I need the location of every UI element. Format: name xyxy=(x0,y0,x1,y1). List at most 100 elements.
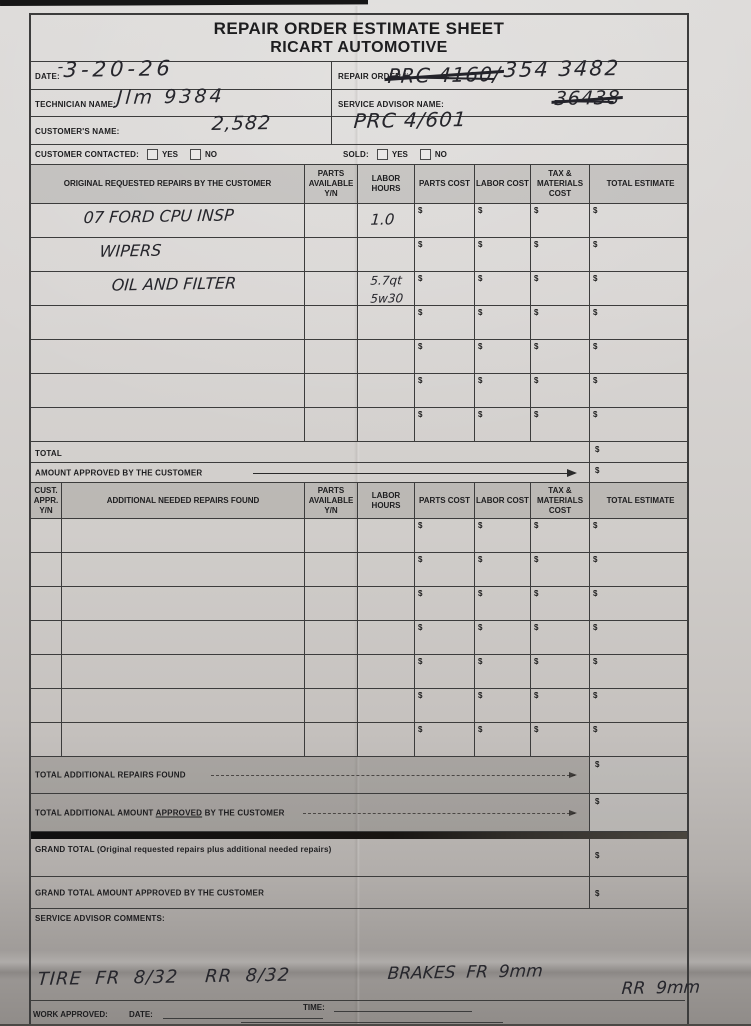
dollar-sign: $ xyxy=(478,555,483,564)
contacted-no-checkbox xyxy=(189,149,201,160)
additional-repairs-table-body: $ $ $ $ $ $ $ $ $ $ $ $ $ $ $ $ $ $ $ $ $ $ $ $ $ $ $ $ xyxy=(31,519,687,757)
labor-cost-cell: $ xyxy=(474,519,530,552)
grand-total-estimate-box: $ xyxy=(589,839,687,876)
form-title: REPAIR ORDER ESTIMATE SHEET xyxy=(213,19,505,38)
dollar-sign: $ xyxy=(593,521,598,530)
customer-name-label: CUSTOMER'S NAME: xyxy=(35,127,120,136)
handwritten-brake-readings: BRAKES FR 9mm xyxy=(386,961,544,984)
repair-order-field: REPAIR ORDER #: xyxy=(332,62,687,89)
handwritten-technician: Jlm 9384 xyxy=(115,85,226,109)
contacted-yes-group: YES NO xyxy=(146,149,225,160)
dollar-sign: $ xyxy=(418,274,423,283)
additional-approved-arrow xyxy=(303,809,577,816)
original-repair-row: WIPERS $ $ $ $ xyxy=(31,238,687,272)
labor-hours-cell xyxy=(357,553,414,586)
labor-cost-cell: $ xyxy=(474,340,530,373)
total-estimate-cell: $ xyxy=(589,306,691,339)
dollar-sign: $ xyxy=(418,725,423,734)
tax-materials-cell: $ xyxy=(530,655,589,688)
column-header: TAX & MATERIALS COST xyxy=(530,165,589,203)
date-label: DATE: xyxy=(35,72,60,81)
labor-hours-cell xyxy=(357,408,414,441)
tax-materials-cell: $ xyxy=(530,689,589,722)
repair-description-cell xyxy=(31,408,304,441)
original-repairs-table-header: ORIGINAL REQUESTED REPAIRS BY THE CUSTOM… xyxy=(31,165,687,204)
grand-total-row: GRAND TOTAL (Original requested repairs … xyxy=(31,839,687,877)
dollar-sign: $ xyxy=(593,589,598,598)
parts-available-cell xyxy=(304,655,357,688)
parts-available-cell xyxy=(304,204,357,237)
handwritten-repair-description: WIPERS xyxy=(99,240,163,261)
parts-available-cell xyxy=(304,723,357,756)
dollar-sign: $ xyxy=(593,240,598,249)
dollar-sign: $ xyxy=(534,342,539,351)
total-estimate-cell: $ xyxy=(589,621,691,654)
labor-cost-cell: $ xyxy=(474,408,530,441)
footer-time-label: TIME: xyxy=(303,1003,325,1012)
tech-and-advisor-row: TECHNICIAN NAME: SERVICE ADVISOR NAME: xyxy=(31,90,687,117)
labor-hours-cell xyxy=(357,621,414,654)
repair-description-cell xyxy=(61,621,304,654)
column-header: LABOR COST xyxy=(474,165,530,203)
parts-available-cell xyxy=(304,689,357,722)
tax-materials-cell: $ xyxy=(530,204,589,237)
column-header: CUST. APPR. Y/N xyxy=(33,485,59,515)
dollar-sign: $ xyxy=(593,206,598,215)
parts-cost-cell: $ xyxy=(414,723,474,756)
column-header: PARTS COST xyxy=(414,483,474,518)
dollar-sign: $ xyxy=(595,851,600,860)
dollar-sign: $ xyxy=(595,797,600,806)
column-header: PARTS AVAILABLE Y/N xyxy=(304,165,357,203)
repair-description-cell xyxy=(61,587,304,620)
dollar-sign: $ xyxy=(418,623,423,632)
labor-cost-cell: $ xyxy=(474,621,530,654)
parts-available-cell xyxy=(304,553,357,586)
labor-hours-cell xyxy=(357,238,414,271)
form-title-box: REPAIR ORDER ESTIMATE SHEET RICART AUTOM… xyxy=(31,15,687,62)
additional-repair-row: $ $ $ $ xyxy=(31,689,687,723)
labor-cost-cell: $ xyxy=(474,374,530,407)
contacted-no-label: NO xyxy=(204,150,217,159)
total-row: TOTAL $ xyxy=(31,442,687,463)
parts-cost-cell: $ xyxy=(414,621,474,654)
dollar-sign: $ xyxy=(534,410,539,419)
parts-available-cell xyxy=(304,587,357,620)
work-approved-label: WORK APPROVED: xyxy=(33,1010,108,1019)
dollar-sign: $ xyxy=(534,240,539,249)
dollar-sign: $ xyxy=(593,691,598,700)
column-header: LABOR HOURS xyxy=(357,483,414,518)
dollar-sign: $ xyxy=(593,623,598,632)
total-additional-approved-label: TOTAL ADDITIONAL AMOUNT APPROVED BY THE … xyxy=(35,808,285,817)
tax-materials-cell: $ xyxy=(530,621,589,654)
dollar-sign: $ xyxy=(593,555,598,564)
handwritten-prc-number: PRC 4/601 xyxy=(352,107,468,133)
dollar-sign: $ xyxy=(595,760,600,769)
contacted-yes-label: YES xyxy=(161,150,178,159)
column-header: TOTAL ESTIMATE xyxy=(589,483,691,518)
dollar-sign: $ xyxy=(534,521,539,530)
tax-materials-cell: $ xyxy=(530,374,589,407)
dollar-sign: $ xyxy=(418,206,423,215)
labor-cost-cell: $ xyxy=(474,272,530,308)
repair-description-cell xyxy=(61,553,304,586)
dollar-sign: $ xyxy=(593,410,598,419)
repair-description-cell xyxy=(61,689,304,722)
handwritten-repair-description: OIL AND FILTER xyxy=(111,273,237,295)
original-repair-row: $ $ $ $ xyxy=(31,374,687,408)
dollar-sign: $ xyxy=(478,725,483,734)
tax-materials-cell: $ xyxy=(530,553,589,586)
grand-total-approved-box: $ xyxy=(589,877,687,908)
contacted-sold-row: CUSTOMER CONTACTED: YES NO SOLD: YES NO xyxy=(31,145,687,165)
labor-cost-cell: $ xyxy=(474,204,530,237)
labor-cost-cell: $ xyxy=(474,587,530,620)
parts-cost-cell: $ xyxy=(414,340,474,373)
dollar-sign: $ xyxy=(418,521,423,530)
parts-cost-cell: $ xyxy=(414,587,474,620)
parts-available-cell xyxy=(304,306,357,339)
column-header: TOTAL ESTIMATE xyxy=(589,165,691,203)
amount-approved-label: AMOUNT APPROVED BY THE CUSTOMER xyxy=(35,468,203,477)
dollar-sign: $ xyxy=(418,308,423,317)
parts-cost-cell: $ xyxy=(414,655,474,688)
total-estimate-cell: $ xyxy=(589,655,691,688)
